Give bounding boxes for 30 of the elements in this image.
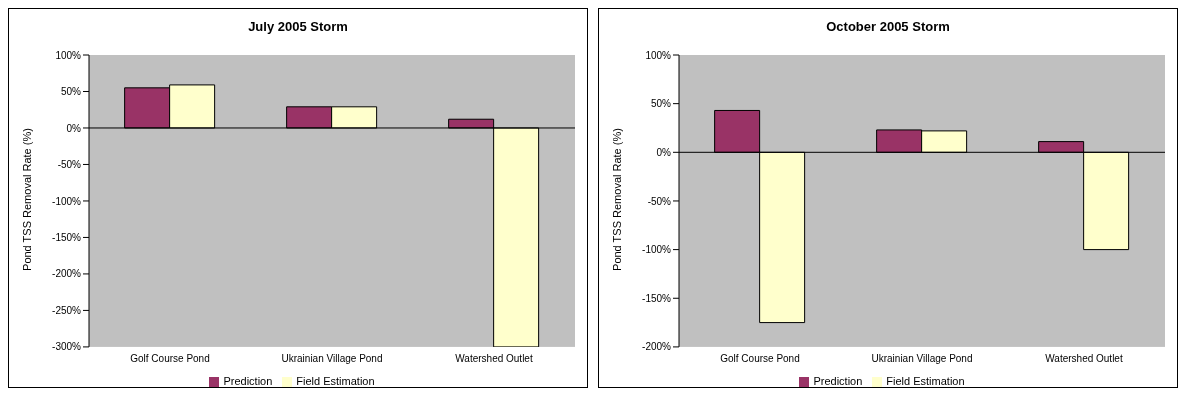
y-tick-label: -200% xyxy=(52,268,82,280)
legend-label: Prediction xyxy=(223,374,273,387)
y-tick-label: -200% xyxy=(642,341,672,353)
x-tick-label: Golf Course Pond xyxy=(720,353,800,365)
y-tick-label: 100% xyxy=(645,49,672,61)
y-tick-label: -150% xyxy=(52,231,82,243)
y-tick-label: -250% xyxy=(52,304,82,316)
y-tick-label: -150% xyxy=(642,292,672,304)
y-tick-label: -300% xyxy=(52,341,82,353)
x-tick-label: Ukrainian Village Pond xyxy=(281,353,383,365)
y-axis-title: Pond TSS Removal Rate (%) xyxy=(610,128,623,271)
legend-label: Field Estimation xyxy=(886,374,965,387)
x-tick-label: Watershed Outlet xyxy=(1045,353,1123,365)
chart-title: October 2005 Storm xyxy=(825,19,951,36)
y-tick-label: -100% xyxy=(52,195,82,207)
y-tick-label: -50% xyxy=(647,195,672,207)
chart-title: July 2005 Storm xyxy=(247,19,349,36)
legend-label: Field Estimation xyxy=(296,374,375,387)
x-tick-label: Watershed Outlet xyxy=(455,353,533,365)
y-tick-label: 50% xyxy=(650,98,672,110)
x-tick-label: Golf Course Pond xyxy=(130,353,210,365)
y-tick-label: 100% xyxy=(55,49,82,61)
y-tick-label: 50% xyxy=(60,86,82,98)
x-tick-label: Ukrainian Village Pond xyxy=(871,353,973,365)
y-axis-title: Pond TSS Removal Rate (%) xyxy=(20,128,33,271)
y-tick-label: -100% xyxy=(642,244,672,256)
y-tick-label: -50% xyxy=(57,159,82,171)
y-tick-label: 0% xyxy=(656,146,672,158)
legend-label: Prediction xyxy=(813,374,863,387)
y-tick-label: 0% xyxy=(66,122,82,134)
